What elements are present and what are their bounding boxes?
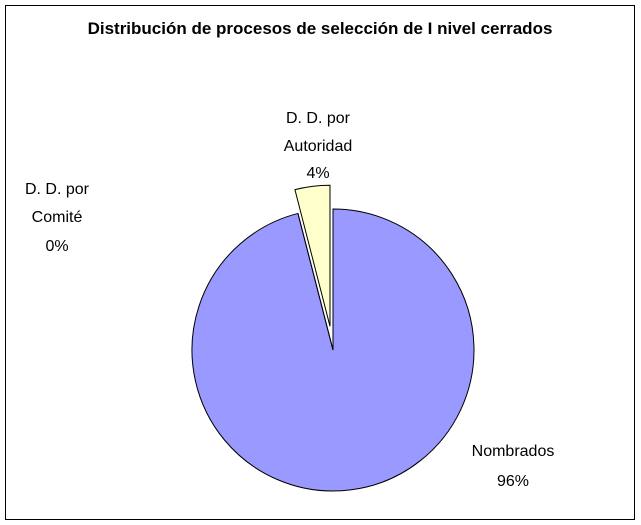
slice-label: D. D. por Autoridad: [283, 110, 353, 155]
value-label: 4%: [306, 165, 330, 182]
value-label: 0%: [45, 238, 69, 255]
pie-slice: [294, 184, 331, 327]
value-label: 96%: [496, 473, 530, 490]
pie-slice: [297, 213, 334, 351]
slice-label: D. D. por Comité: [24, 181, 89, 226]
slice-label: Nombrados: [471, 443, 555, 460]
chart-title: Distribución de procesos de selección de…: [87, 19, 553, 38]
